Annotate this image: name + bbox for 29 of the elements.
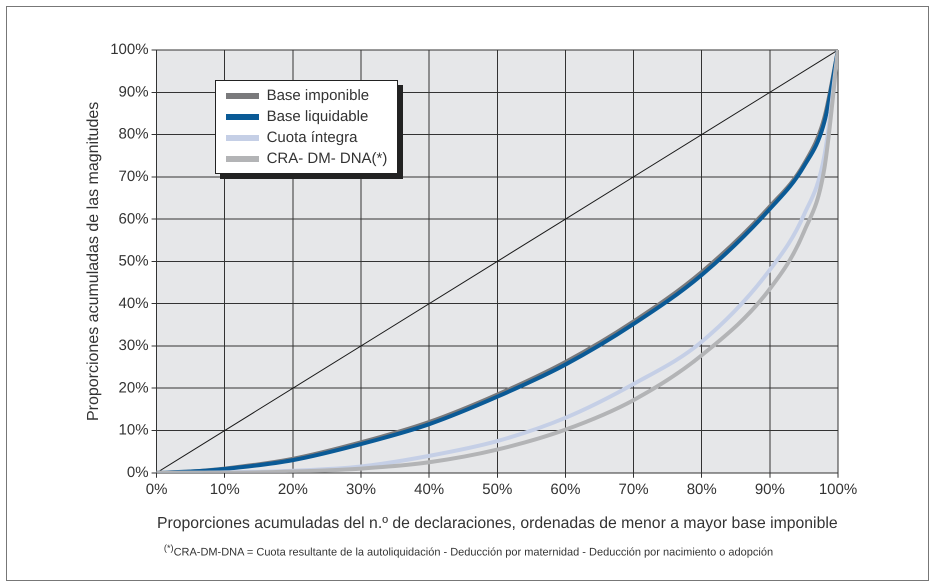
x-tick-label: 40% bbox=[414, 480, 444, 498]
x-tick-label: 90% bbox=[754, 480, 785, 498]
y-tick-label: 10% bbox=[118, 422, 149, 439]
x-tick-label: 100% bbox=[818, 480, 858, 498]
y-tick-label: 100% bbox=[110, 41, 149, 58]
y-axis-title: Proporciones acumuladas de las magnitudes bbox=[85, 102, 102, 422]
y-tick-label: 20% bbox=[118, 379, 149, 396]
legend-label: Base imponible bbox=[266, 87, 370, 104]
legend-label: Base liquidable bbox=[266, 108, 368, 125]
y-tick-label: 70% bbox=[118, 168, 149, 185]
y-tick-label: 50% bbox=[118, 252, 149, 270]
y-tick-label: 90% bbox=[118, 83, 149, 100]
x-axis-title: Proporciones acumuladas del n.º de declaraciones, ordenadas de menor a mayor base imponible bbox=[156, 514, 838, 532]
y-tick-label: 60% bbox=[118, 210, 149, 228]
x-tick-label: 70% bbox=[618, 480, 649, 498]
text: $^{(*)}$CRA-DM-DNA = Cuota resultante de la autoliquidación - Deducción por maternidad - Deducción por nacimiento o adopción bbox=[162, 543, 774, 559]
y-tick-label: 30% bbox=[118, 337, 149, 354]
y-tick-label: 80% bbox=[118, 126, 149, 143]
x-tick-label: 60% bbox=[550, 480, 580, 498]
x-tick-label: 20% bbox=[278, 480, 308, 498]
x-tick-label: 50% bbox=[482, 480, 512, 498]
x-tick-label: 0% bbox=[146, 480, 168, 498]
y-tick-label: 0% bbox=[126, 464, 149, 481]
y-tick-label: 40% bbox=[118, 294, 149, 312]
x-tick-label: 30% bbox=[346, 480, 376, 498]
legend-label: CRA- DM- DNA(*) bbox=[266, 150, 388, 167]
legend-label: Cuota íntegra bbox=[266, 129, 358, 146]
x-tick-label: 80% bbox=[686, 480, 717, 498]
x-tick-label: 10% bbox=[210, 480, 240, 498]
